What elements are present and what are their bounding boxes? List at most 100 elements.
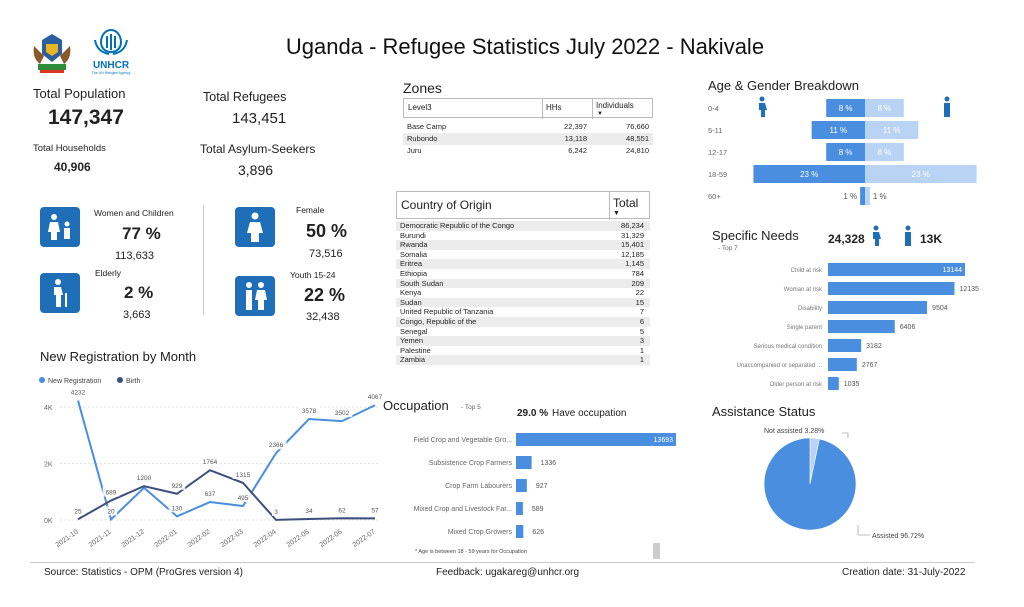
birth-value-label: 689 bbox=[106, 490, 117, 497]
need-category-label: Disability bbox=[798, 306, 822, 312]
new-registration-value-label: 4067 bbox=[368, 394, 383, 401]
birth-value-label: 1764 bbox=[203, 459, 218, 466]
occupation-bar[interactable] bbox=[516, 456, 532, 469]
zones-header-level[interactable]: Level3 bbox=[408, 103, 432, 112]
country-row[interactable]: Palestine 1 bbox=[396, 346, 650, 356]
need-value-label: 6406 bbox=[900, 324, 916, 331]
need-category-label: Child at risk bbox=[791, 268, 823, 274]
zones-row[interactable]: Juru 6,242 24,810 bbox=[403, 145, 653, 157]
country-total: 1,145 bbox=[625, 259, 644, 269]
country-row[interactable]: Yemen 3 bbox=[396, 336, 650, 346]
need-bar[interactable] bbox=[828, 358, 857, 371]
need-bar[interactable] bbox=[828, 263, 965, 276]
country-total-header[interactable]: Total bbox=[613, 196, 639, 210]
country-row[interactable]: Burundi 31,329 bbox=[396, 231, 650, 241]
country-row[interactable]: Somalia 12,185 bbox=[396, 250, 650, 260]
x-tick-label: 2022-07 bbox=[352, 528, 377, 549]
x-tick-label: 2021-10 bbox=[55, 528, 80, 549]
country-row[interactable]: Senegal 5 bbox=[396, 327, 650, 337]
age-group-label: 5-11 bbox=[708, 126, 722, 135]
sort-desc-icon[interactable]: ▼ bbox=[613, 210, 620, 217]
zones-header-hhs[interactable]: HHs bbox=[546, 103, 562, 112]
assisted-slice[interactable] bbox=[763, 437, 857, 531]
zones-cell-hhs: 22,397 bbox=[564, 122, 587, 131]
female-age-bar[interactable] bbox=[826, 99, 865, 117]
age-gender-chart: 0-4 8 % 8 % 5-11 11 % 11 % 12-17 8 % 8 % 18-59 23 … bbox=[708, 99, 977, 205]
legend-birth[interactable]: Birth bbox=[126, 378, 141, 385]
occupation-bar[interactable] bbox=[516, 433, 676, 446]
elderly-icon bbox=[40, 273, 80, 313]
country-row[interactable]: Congo, Republic of the 6 bbox=[396, 316, 650, 327]
zones-row[interactable]: Base Camp 22,397 76,660 bbox=[403, 121, 653, 133]
occupation-bar[interactable] bbox=[516, 502, 523, 515]
page-title: Uganda - Refugee Statistics July 2022 - … bbox=[285, 34, 765, 59]
new-registration-line[interactable] bbox=[77, 400, 376, 522]
age-group-label: 60+ bbox=[708, 192, 721, 201]
occupation-value-label: 13693 bbox=[654, 437, 674, 444]
male-age-bar[interactable] bbox=[865, 143, 904, 161]
country-name: Burundi bbox=[400, 230, 426, 240]
birth-line[interactable] bbox=[77, 469, 376, 521]
male-age-bar[interactable] bbox=[865, 187, 870, 205]
x-tick-label: 2022-06 bbox=[319, 528, 344, 549]
female-age-bar[interactable] bbox=[826, 143, 865, 161]
new-registration-label-bg bbox=[364, 392, 386, 402]
country-row[interactable]: Kenya 22 bbox=[396, 288, 650, 298]
legend-new-registration-marker bbox=[39, 377, 45, 383]
male-age-label: 1 % bbox=[873, 192, 887, 201]
occupation-value-label: 927 bbox=[536, 483, 548, 490]
country-name: Palestine bbox=[400, 345, 431, 355]
age-gender-title: Age & Gender Breakdown bbox=[708, 78, 860, 93]
x-tick-label: 2022-01 bbox=[154, 528, 179, 549]
new-registration-value-label: 4232 bbox=[71, 390, 86, 397]
country-row[interactable]: Rwanda 15,401 bbox=[396, 240, 650, 250]
zones-row[interactable]: Rubondo 13,118 48,551 bbox=[403, 133, 653, 145]
country-name: United Republic of Tanzania bbox=[400, 307, 494, 317]
country-total: 12,185 bbox=[621, 249, 644, 259]
country-name: Democratic Republic of the Congo bbox=[400, 221, 515, 230]
occupation-category-label: Crop Farm Labourers bbox=[445, 483, 512, 490]
need-bar[interactable] bbox=[828, 320, 895, 333]
occupation-category-label: Mixed Crop Growers bbox=[448, 529, 513, 536]
new-registration-value-label: 2366 bbox=[269, 442, 284, 449]
female-age-bar[interactable] bbox=[811, 121, 865, 139]
scrollbar-thumb[interactable] bbox=[653, 543, 660, 559]
need-bar[interactable] bbox=[828, 282, 955, 295]
occupation-bar[interactable] bbox=[516, 525, 524, 538]
country-row[interactable]: Sudan 15 bbox=[396, 297, 650, 308]
new-registration-value-label: 495 bbox=[238, 495, 249, 502]
male-age-bar[interactable] bbox=[865, 121, 919, 139]
country-name: South Sudan bbox=[400, 278, 444, 288]
zones-header-individuals[interactable]: Individuals bbox=[596, 101, 634, 110]
total-households-value: 40,906 bbox=[54, 160, 91, 174]
total-refugees-label: Total Refugees bbox=[203, 90, 287, 104]
country-row[interactable]: Ethiopia 784 bbox=[396, 269, 650, 279]
legend-birth-marker bbox=[117, 377, 123, 383]
country-row[interactable]: South Sudan 209 bbox=[396, 278, 650, 289]
female-age-bar[interactable] bbox=[753, 165, 865, 183]
specific-needs-subtitle: - Top 7 bbox=[718, 245, 738, 252]
need-value-label: 1035 bbox=[844, 381, 860, 388]
unhcr-logo-subtext: The UN Refugee Agency bbox=[91, 71, 131, 75]
women-children-pct: 77 % bbox=[122, 224, 161, 243]
country-row[interactable]: Democratic Republic of the Congo 86,234 bbox=[396, 221, 650, 231]
country-row[interactable]: Eritrea 1,145 bbox=[396, 259, 650, 269]
need-bar[interactable] bbox=[828, 377, 839, 390]
new-registration-label-bg bbox=[168, 503, 186, 513]
legend-new-registration[interactable]: New Registration bbox=[48, 378, 101, 385]
x-tick-label: 2021-12 bbox=[121, 528, 146, 549]
need-bar[interactable] bbox=[828, 301, 928, 314]
male-age-bar[interactable] bbox=[865, 99, 904, 117]
male-age-bar[interactable] bbox=[865, 165, 977, 183]
female-age-bar[interactable] bbox=[860, 187, 865, 205]
need-bar[interactable] bbox=[828, 339, 862, 352]
footer-feedback[interactable]: Feedback: ugakareg@unhcr.org bbox=[436, 567, 580, 578]
country-row[interactable]: United Republic of Tanzania 7 bbox=[396, 307, 650, 317]
occupation-subtitle: - Top 5 bbox=[461, 404, 481, 411]
occupation-bar[interactable] bbox=[516, 479, 527, 492]
birth-label-bg bbox=[71, 506, 85, 516]
country-row[interactable]: Zambia 1 bbox=[396, 355, 650, 365]
sort-desc-icon[interactable]: ▼ bbox=[597, 111, 603, 117]
birth-label-bg bbox=[102, 487, 120, 497]
country-total: 22 bbox=[635, 288, 644, 298]
